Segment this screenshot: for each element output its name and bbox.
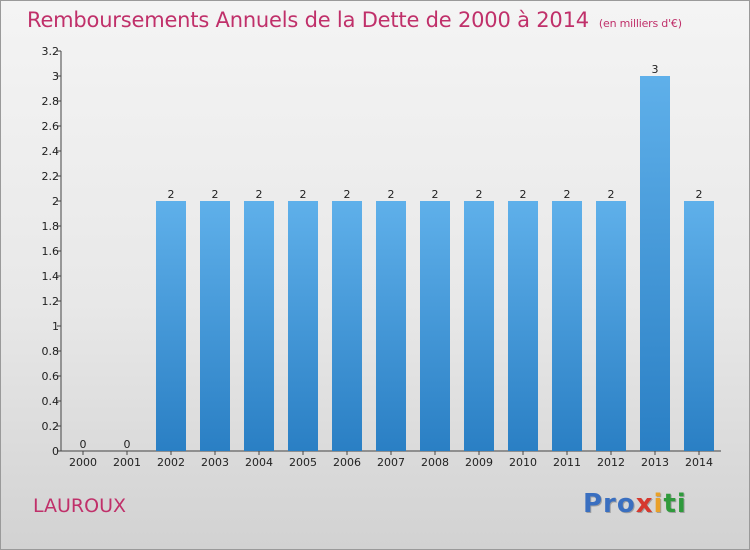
x-tick-label: 2011 — [553, 456, 581, 469]
y-tick-label: 1.4 — [42, 270, 60, 283]
x-tick-label: 2006 — [333, 456, 361, 469]
x-tick-label: 2014 — [685, 456, 713, 469]
x-tick-label: 2005 — [289, 456, 317, 469]
y-tick-label: 2 — [52, 195, 59, 208]
y-tick-label: 0.4 — [42, 395, 60, 408]
y-tick-label: 3 — [52, 70, 59, 83]
x-tick-label: 2008 — [421, 456, 449, 469]
x-tick-label: 2009 — [465, 456, 493, 469]
y-tick-label: 1.8 — [42, 220, 60, 233]
data-label: 3 — [652, 63, 659, 76]
y-tick-label: 3.2 — [42, 45, 60, 58]
proxiti-logo: Proxiti — [583, 489, 687, 519]
bar — [508, 201, 538, 451]
data-label: 2 — [608, 188, 615, 201]
data-label: 2 — [696, 188, 703, 201]
y-tick-label: 1.2 — [42, 295, 60, 308]
x-tick-label: 2002 — [157, 456, 185, 469]
logo-part: i — [653, 489, 664, 519]
data-label: 2 — [168, 188, 175, 201]
x-tick-label: 2012 — [597, 456, 625, 469]
data-label: 2 — [344, 188, 351, 201]
data-label: 0 — [124, 438, 131, 451]
y-tick-label: 2.2 — [42, 170, 60, 183]
data-label: 2 — [520, 188, 527, 201]
data-label: 2 — [432, 188, 439, 201]
bar — [640, 76, 670, 451]
bar — [244, 201, 274, 451]
logo-part: Pro — [583, 489, 636, 519]
y-tick-label: 0.2 — [42, 420, 60, 433]
chart-unit: (en milliers d'€) — [598, 17, 682, 30]
x-tick-label: 2013 — [641, 456, 669, 469]
logo-part: ti — [663, 489, 687, 519]
bar — [420, 201, 450, 451]
y-tick-label: 0.8 — [42, 345, 60, 358]
data-label: 2 — [476, 188, 483, 201]
bar — [684, 201, 714, 451]
commune-name: LAUROUX — [33, 495, 127, 517]
bar — [552, 201, 582, 451]
bar — [288, 201, 318, 451]
x-tick-label: 2010 — [509, 456, 537, 469]
y-tick-label: 0 — [52, 445, 59, 458]
data-label: 2 — [388, 188, 395, 201]
data-label: 2 — [212, 188, 219, 201]
x-tick-label: 2003 — [201, 456, 229, 469]
bar — [596, 201, 626, 451]
x-tick-label: 2001 — [113, 456, 141, 469]
data-label: 0 — [80, 438, 87, 451]
x-tick-label: 2007 — [377, 456, 405, 469]
y-tick-label: 2.8 — [42, 95, 60, 108]
bars: 0 0 2 2 2 2 2 2 2 2 2 2 2 3 2 — [80, 63, 714, 451]
x-axis: 2000 2001 2002 2003 2004 2005 2006 2007 2008 2009… — [61, 450, 721, 469]
y-tick-label: 0.6 — [42, 370, 60, 383]
chart-title: Remboursements Annuels de la Dette de 20… — [27, 8, 682, 32]
y-tick-label: 1.6 — [42, 245, 60, 258]
bar — [332, 201, 362, 451]
data-label: 2 — [564, 188, 571, 201]
logo-part: x — [635, 489, 654, 519]
chart-title-text: Remboursements Annuels de la Dette de 20… — [27, 8, 589, 32]
x-tick-label: 2000 — [69, 456, 97, 469]
y-tick-label: 1 — [52, 320, 59, 333]
bar — [376, 201, 406, 451]
data-label: 2 — [300, 188, 307, 201]
data-label: 2 — [256, 188, 263, 201]
y-tick-label: 2.4 — [42, 145, 60, 158]
bar — [156, 201, 186, 451]
y-axis: 0 0.2 0.4 0.6 0.8 1 1.2 1.4 1.6 1.8 2 2.2 2.4 2.6 2.8 3… — [42, 45, 62, 458]
bar — [464, 201, 494, 451]
x-tick-label: 2004 — [245, 456, 273, 469]
y-tick-label: 2.6 — [42, 120, 60, 133]
bar — [200, 201, 230, 451]
